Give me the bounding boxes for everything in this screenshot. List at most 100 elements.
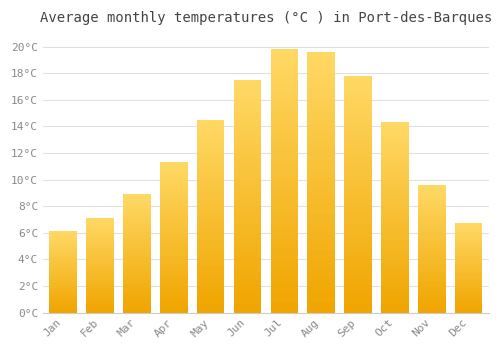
Bar: [86, 265, 114, 267]
Bar: [455, 243, 482, 245]
Bar: [50, 303, 77, 304]
Bar: [418, 198, 446, 200]
Bar: [123, 301, 151, 303]
Bar: [381, 240, 408, 244]
Bar: [50, 277, 77, 279]
Bar: [270, 239, 298, 244]
Bar: [308, 188, 335, 193]
Bar: [234, 247, 262, 252]
Bar: [197, 158, 224, 162]
Bar: [123, 201, 151, 204]
Bar: [160, 246, 188, 250]
Bar: [418, 236, 446, 239]
Bar: [234, 117, 262, 122]
Bar: [123, 223, 151, 225]
Bar: [86, 222, 114, 224]
Bar: [160, 298, 188, 301]
Bar: [381, 259, 408, 263]
Bar: [123, 296, 151, 299]
Bar: [308, 224, 335, 229]
Bar: [308, 260, 335, 266]
Bar: [160, 282, 188, 286]
Bar: [86, 237, 114, 239]
Bar: [234, 131, 262, 136]
Bar: [160, 208, 188, 210]
Bar: [344, 175, 372, 180]
Bar: [344, 294, 372, 299]
Bar: [123, 206, 151, 209]
Bar: [418, 195, 446, 198]
Bar: [270, 271, 298, 276]
Bar: [344, 303, 372, 308]
Bar: [86, 299, 114, 301]
Bar: [381, 138, 408, 141]
Bar: [418, 205, 446, 208]
Bar: [234, 154, 262, 159]
Bar: [197, 301, 224, 305]
Bar: [455, 311, 482, 313]
Bar: [270, 49, 298, 55]
Bar: [160, 295, 188, 298]
Bar: [270, 260, 298, 265]
Bar: [381, 271, 408, 275]
Bar: [50, 308, 77, 309]
Bar: [308, 125, 335, 130]
Bar: [455, 250, 482, 252]
Bar: [418, 208, 446, 210]
Bar: [381, 305, 408, 309]
Bar: [344, 308, 372, 313]
Bar: [270, 55, 298, 60]
Bar: [160, 201, 188, 204]
Bar: [344, 218, 372, 223]
Bar: [197, 251, 224, 255]
Bar: [381, 225, 408, 229]
Bar: [270, 65, 298, 70]
Bar: [86, 243, 114, 245]
Bar: [197, 147, 224, 150]
Bar: [50, 280, 77, 282]
Bar: [344, 241, 372, 246]
Bar: [308, 297, 335, 302]
Bar: [270, 102, 298, 107]
Bar: [234, 229, 262, 233]
Bar: [381, 263, 408, 267]
Bar: [270, 202, 298, 207]
Bar: [123, 306, 151, 308]
Bar: [270, 155, 298, 160]
Bar: [344, 95, 372, 99]
Bar: [123, 263, 151, 265]
Bar: [455, 300, 482, 302]
Bar: [418, 264, 446, 267]
Bar: [50, 300, 77, 301]
Bar: [86, 267, 114, 269]
Bar: [418, 267, 446, 269]
Bar: [50, 309, 77, 311]
Bar: [234, 299, 262, 303]
Bar: [234, 280, 262, 285]
Bar: [270, 133, 298, 139]
Bar: [86, 288, 114, 290]
Bar: [234, 84, 262, 89]
Bar: [123, 197, 151, 199]
Bar: [455, 302, 482, 304]
Bar: [308, 250, 335, 255]
Bar: [270, 128, 298, 133]
Bar: [160, 244, 188, 246]
Bar: [344, 246, 372, 251]
Bar: [308, 52, 335, 57]
Bar: [344, 185, 372, 189]
Bar: [50, 264, 77, 266]
Bar: [160, 165, 188, 168]
Bar: [160, 214, 188, 216]
Bar: [123, 209, 151, 211]
Bar: [160, 256, 188, 259]
Bar: [234, 122, 262, 126]
Bar: [197, 193, 224, 197]
Bar: [344, 270, 372, 275]
Bar: [50, 246, 77, 248]
Bar: [234, 140, 262, 145]
Bar: [234, 303, 262, 308]
Bar: [234, 224, 262, 229]
Bar: [50, 256, 77, 258]
Bar: [86, 246, 114, 248]
